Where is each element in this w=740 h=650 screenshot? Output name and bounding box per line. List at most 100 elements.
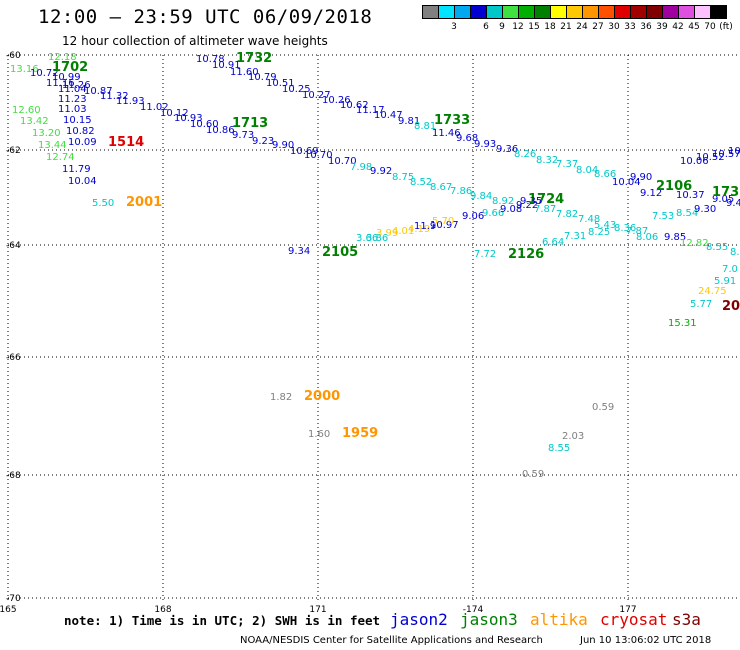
wave-height-value: 8.25 xyxy=(588,227,610,238)
wave-height-value: 5.50 xyxy=(92,198,114,209)
legend-tick-label: 18 xyxy=(544,22,556,32)
map-grid xyxy=(7,54,740,600)
latitude-label: -68 xyxy=(6,471,21,481)
wave-height-value: 10.04 xyxy=(68,176,97,187)
wave-height-value: 8.67 xyxy=(430,182,452,193)
wave-height-value: 8.52 xyxy=(410,177,432,188)
pass-time-label: 1959 xyxy=(342,426,378,441)
map-subtitle: 12 hour collection of altimeter wave hei… xyxy=(62,34,328,48)
wave-height-value: 9.36 xyxy=(496,144,518,155)
legend-tick-label: 12 xyxy=(512,22,524,32)
wave-height-value: 9.23 xyxy=(252,136,274,147)
wave-height-value: 8.54 xyxy=(676,208,698,219)
wave-height-value: 9.84 xyxy=(470,191,492,202)
pass-time-label: 20 xyxy=(722,299,740,314)
wave-height-value: 10.12 xyxy=(160,108,189,119)
wave-height-value: 9.93 xyxy=(474,139,496,150)
wave-height-value: 10.25 xyxy=(282,84,311,95)
wave-height-value: 9.66 xyxy=(482,208,504,219)
legend-tick-label: 6 xyxy=(483,22,489,32)
legend-tick-label: 30 xyxy=(608,22,620,32)
wave-height-value: 24.75 xyxy=(698,286,727,297)
wave-height-value: 8.66 xyxy=(594,169,616,180)
wave-height-value: 9.06 xyxy=(462,211,484,222)
pass-time-label: 1702 xyxy=(52,60,88,75)
satellite-name: altika xyxy=(530,610,588,629)
wave-height-value: 12.18 xyxy=(48,52,77,63)
pass-time-label: 2001 xyxy=(126,195,162,210)
generated-timestamp: Jun 10 13:06:02 UTC 2018 xyxy=(580,635,712,646)
wave-height-value: 10.69 xyxy=(290,146,319,157)
wave-height-value: 8.55 xyxy=(548,443,570,454)
legend-tick-label: 24 xyxy=(576,22,588,32)
wave-height-value: 13.42 xyxy=(20,116,49,127)
wave-height-value: 9.12 xyxy=(640,188,662,199)
legend-tick-label: 36 xyxy=(640,22,652,32)
pass-time-label: 2106 xyxy=(656,179,692,194)
wave-height-value: 3.99 xyxy=(376,228,398,239)
legend-tick-label: 70 xyxy=(704,22,716,32)
footer-note: note: 1) Time is in UTC; 2) SWH is in fe… xyxy=(64,613,381,628)
wave-height-value: 5.91 xyxy=(714,276,736,287)
wave-height-value: 11.17 xyxy=(356,105,385,116)
legend-tick-label: 9 xyxy=(499,22,505,32)
satellite-name: jason3 xyxy=(460,610,518,629)
latitude-label: -66 xyxy=(6,353,21,363)
wave-height-value: 9.90 xyxy=(272,140,294,151)
wave-height-value: 1.82 xyxy=(270,392,292,403)
wave-height-value: 10.72 xyxy=(30,68,59,79)
pass-time-label: 1733 xyxy=(434,113,470,128)
longitude-label: 171 xyxy=(309,605,326,615)
wave-height-value: 5.43 xyxy=(594,220,616,231)
wave-height-value: 9.40 xyxy=(726,198,740,209)
wave-height-value: 8.04 xyxy=(576,165,598,176)
wave-height-value: 5.70 xyxy=(432,216,454,227)
wave-height-value: 11.32 xyxy=(100,91,129,102)
satellite-name: cryosat xyxy=(600,610,668,629)
wave-height-value: 10.87 xyxy=(84,86,113,97)
wave-height-value: 7.53 xyxy=(652,211,674,222)
wave-height-value: 10.62 xyxy=(340,100,369,111)
wave-height-value: 9.90 xyxy=(630,172,652,183)
wave-height-value: 10.04 xyxy=(612,177,641,188)
longitude-label: 165 xyxy=(0,605,17,615)
wave-height-value: 6.64 xyxy=(542,237,564,248)
longitude-label: 177 xyxy=(619,605,636,615)
wave-height-value: 10.57 xyxy=(712,149,740,160)
wave-height-value: 8.06 xyxy=(636,232,658,243)
latitude-label: -62 xyxy=(6,146,21,156)
wave-height-value: 11.03 xyxy=(58,104,87,115)
wave-height-value: 11.23 xyxy=(58,94,87,105)
wave-height-value: 10.79 xyxy=(248,72,277,83)
wave-height-value: 12.60 xyxy=(12,105,41,116)
wave-height-value: 7.72 xyxy=(474,249,496,260)
wave-height-value: 7.31 xyxy=(564,231,586,242)
pass-time-label: 1514 xyxy=(108,135,144,150)
pass-time-label: 1724 xyxy=(528,192,564,207)
wave-height-value: 9.81 xyxy=(398,116,420,127)
wave-height-value: 10.91 xyxy=(212,60,241,71)
satellite-name: jason2 xyxy=(390,610,448,629)
wave-height-value: 10.52 xyxy=(696,152,725,163)
pass-time-label: 1732 xyxy=(236,51,272,66)
pass-time-label: 1713 xyxy=(232,116,268,131)
wave-height-value: 7.86 xyxy=(450,186,472,197)
color-scale-legend xyxy=(422,5,727,19)
credit-line: NOAA/NESDIS Center for Satellite Applica… xyxy=(240,635,543,646)
wave-height-value: 7.0 xyxy=(722,264,738,275)
wave-height-value: 11.79 xyxy=(62,164,91,175)
wave-height-value: 9.85 xyxy=(664,232,686,243)
satellite-name: s3a xyxy=(672,610,701,629)
legend-tick-label: 15 xyxy=(528,22,540,32)
wave-height-value: 9.05 xyxy=(712,194,734,205)
wave-height-value: 8.26 xyxy=(514,149,536,160)
wave-height-value: 10.17 xyxy=(728,146,740,157)
wave-height-value: 11.16 xyxy=(46,78,75,89)
wave-height-value: 0.59 xyxy=(592,402,614,413)
wave-height-value: 7.87 xyxy=(534,204,556,215)
wave-height-value: 10.82 xyxy=(66,126,95,137)
wave-height-value: 10.26 xyxy=(322,95,351,106)
wave-height-value: 10.15 xyxy=(63,115,92,126)
wave-height-value: 10.47 xyxy=(374,110,403,121)
